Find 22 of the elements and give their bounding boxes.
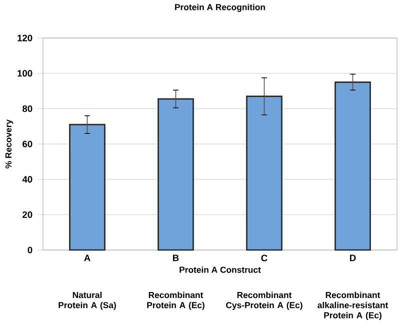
text: Natural Protein A (Sa): [58, 292, 116, 310]
bar: [246, 96, 282, 251]
y-tick-label: 0: [28, 246, 32, 254]
x-axis-title: Protein A Construct: [180, 266, 261, 273]
y-tick-label: 20: [22, 211, 32, 218]
y-tick-label: 100: [18, 70, 32, 77]
text: Recombinant Protein A (Ec): [147, 292, 204, 310]
y-tick-label: 60: [22, 140, 32, 148]
bar: [69, 124, 106, 251]
x-tick-label: A: [84, 254, 90, 262]
y-tick-label: 40: [22, 176, 32, 183]
y-tick-label: 80: [22, 105, 32, 112]
y-axis-title: % Recovery: [5, 120, 14, 168]
x-tick-label: D: [350, 254, 356, 262]
x-tick-label: B: [173, 254, 179, 262]
x-tick-label: C: [261, 254, 268, 262]
text: Recombinant Cys-Protein A (Ec): [226, 292, 302, 310]
bar: [158, 98, 194, 251]
chart-title: Protein A Recognition: [175, 4, 265, 12]
bar: [334, 82, 371, 251]
text: Recombinant alkaline-resistant Protein A (Ec): [318, 292, 388, 320]
y-tick-label: 120: [18, 34, 32, 42]
